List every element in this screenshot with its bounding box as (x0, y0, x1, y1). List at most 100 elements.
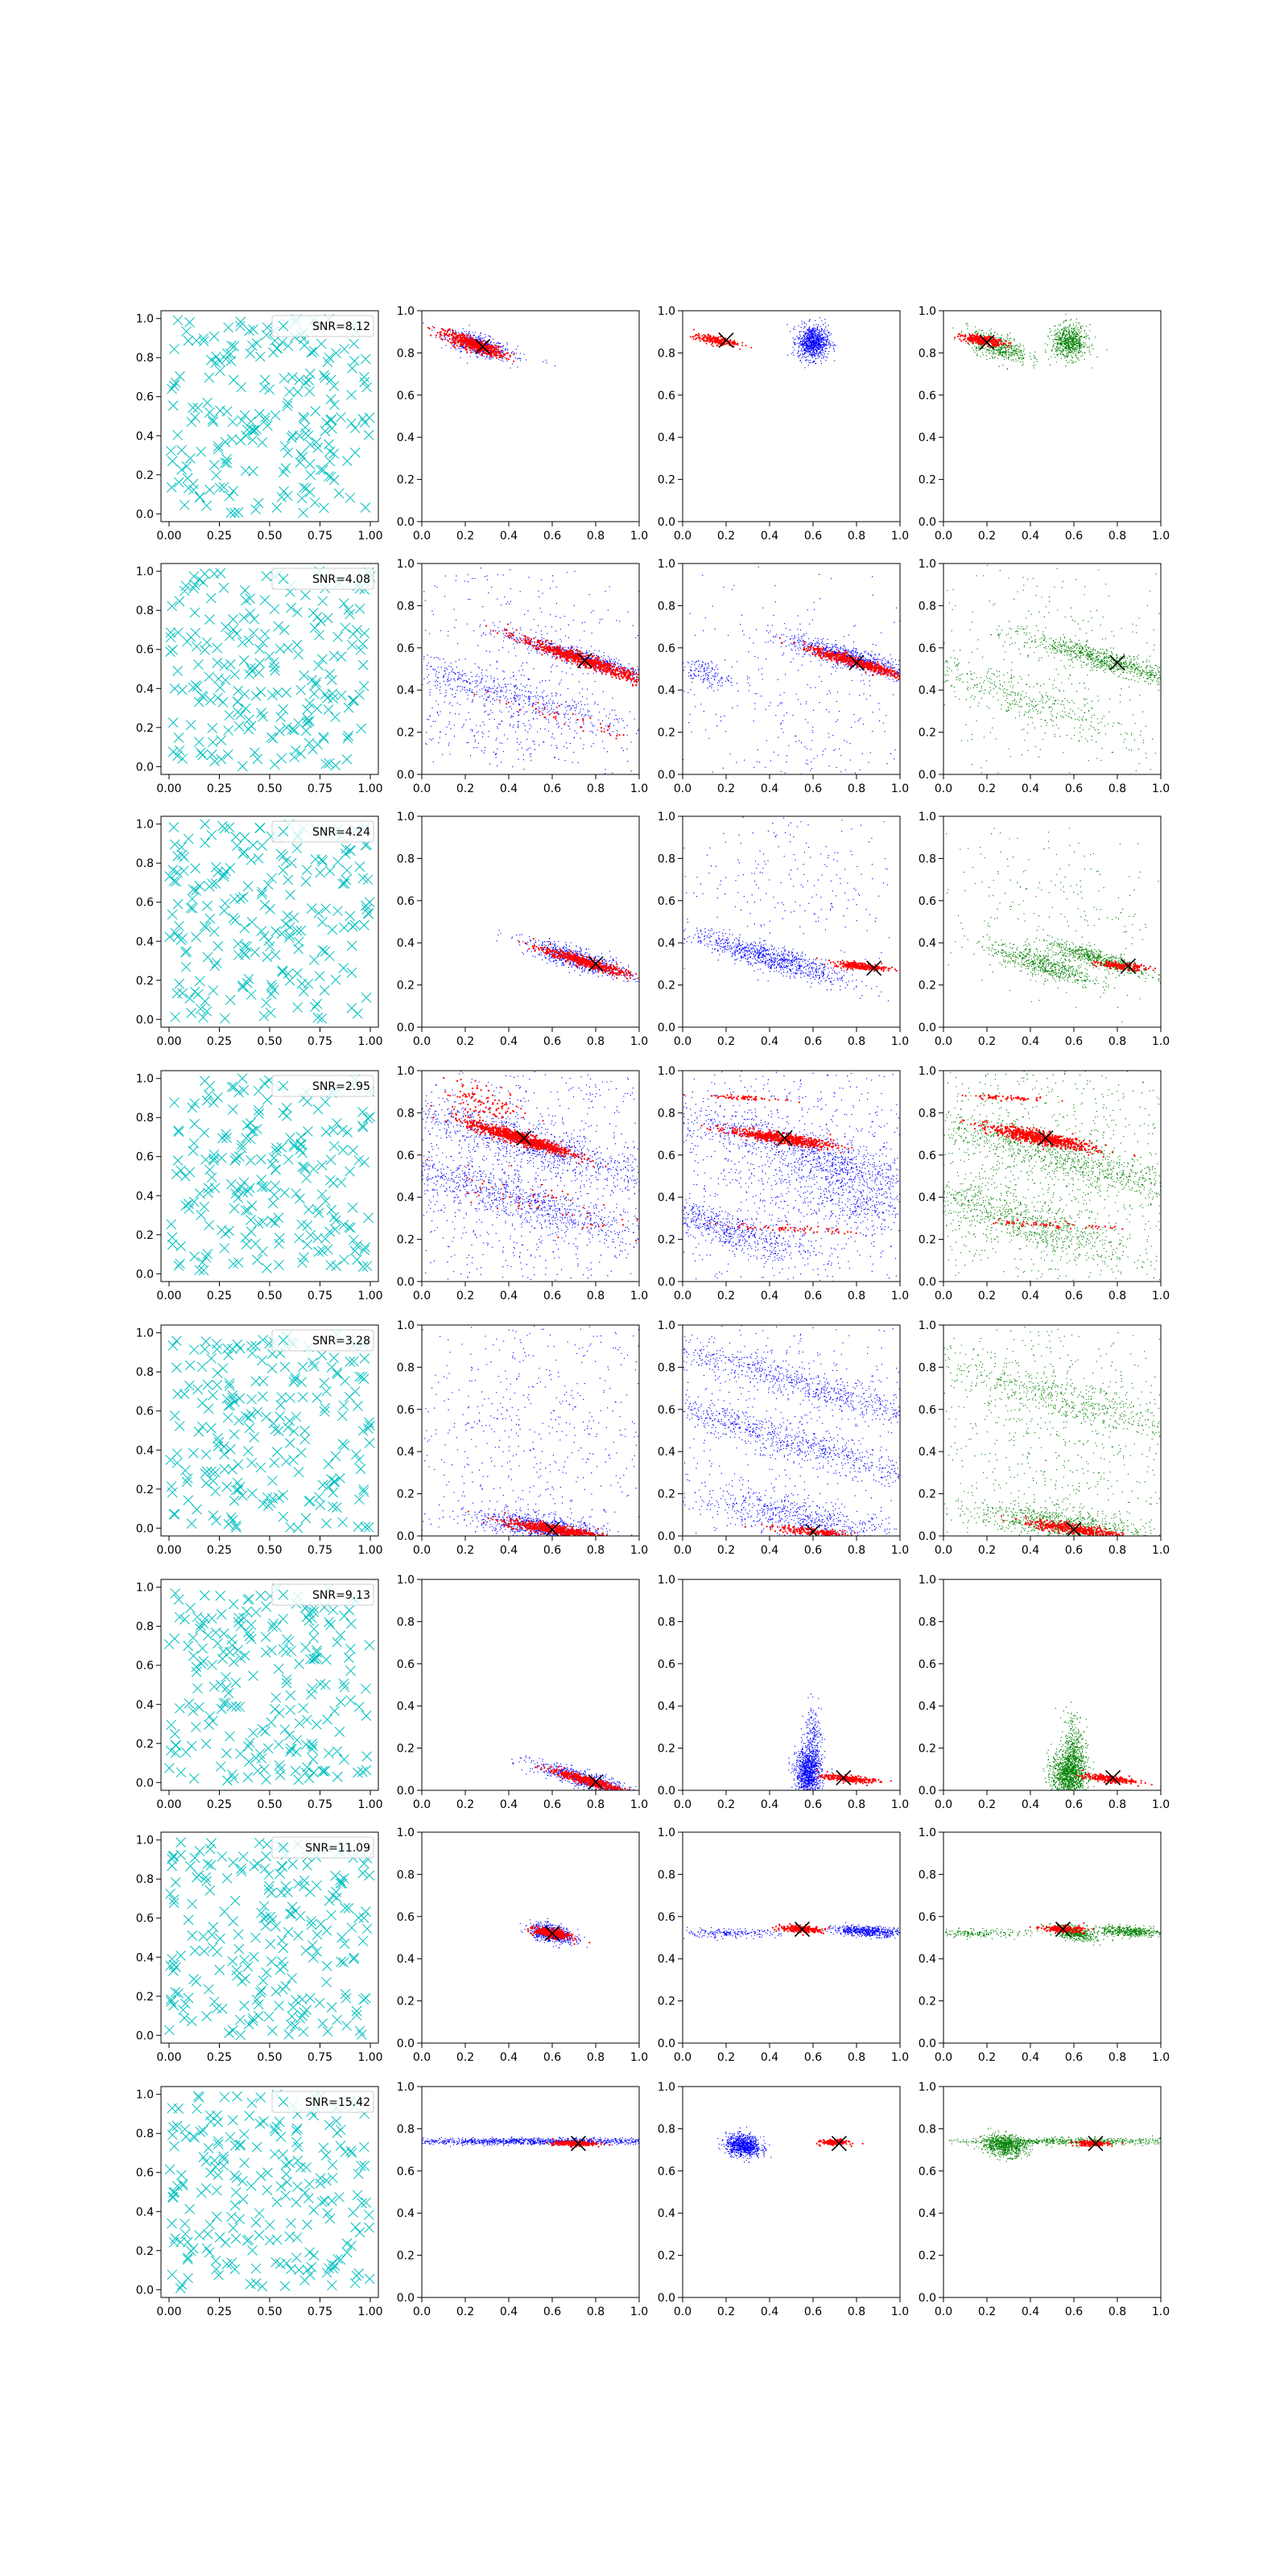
y-tick-label: 0.4 (397, 1700, 415, 1713)
x-tick-label: 0.2 (456, 1544, 474, 1557)
centroid-x-marker (979, 334, 995, 350)
random-x-markers (165, 566, 376, 772)
plot-area (683, 1071, 900, 1282)
x-tick-label: 0.2 (456, 2306, 474, 2318)
x-tick-label: 0.8 (1108, 1290, 1126, 1302)
x-tick-label: 0.8 (1108, 2306, 1126, 2318)
plot-area (422, 1325, 639, 1536)
random-x-markers (165, 314, 375, 518)
y-tick-label: 0.0 (136, 761, 154, 774)
y-tick-label: 0.6 (919, 642, 936, 655)
blue-points (683, 1396, 900, 1488)
x-tick-label: 1.0 (1152, 2051, 1170, 2064)
legend-label: SNR=3.28 (312, 1335, 370, 1348)
x-tick-label: 0.2 (717, 1035, 735, 1048)
y-tick-label: 0.6 (397, 895, 415, 908)
legend: SNR=3.28 (271, 1329, 374, 1352)
y-tick-label: 1.0 (658, 1574, 675, 1587)
centroid-x-marker (544, 1926, 560, 1942)
axes-frame (943, 1579, 1162, 1791)
x-tick-label: 0.0 (935, 2051, 952, 2064)
axes-frame (421, 815, 640, 1028)
y-tick-label: 0.6 (136, 1151, 154, 1164)
panel-row-1-col-2: 0.0 0.2 0.4 0.6 0.8 1.0 0.0 0.2 0.4 0.6 0.8 1.0 (397, 305, 648, 543)
blue-points (683, 1325, 900, 1536)
axes-frame (943, 1324, 1162, 1537)
legend-box (271, 2091, 374, 2113)
y-tick-label: 0.2 (136, 2245, 154, 2258)
axes-frame (682, 1831, 901, 2044)
centroid-x-marker (866, 960, 882, 976)
y-tick-label: 0.8 (658, 852, 675, 865)
x-tick-label: 0.50 (257, 1035, 282, 1048)
x-tick-label: 0.00 (156, 1544, 181, 1557)
y-tick-label: 1.0 (397, 1574, 415, 1587)
plot-area (422, 568, 639, 774)
centroid-x-marker (805, 1524, 821, 1536)
y-tick-label: 1.0 (919, 1065, 936, 1078)
x-tick-label: 0.8 (1108, 1035, 1126, 1048)
x-tick-label: 0.4 (761, 530, 778, 543)
x-tick-label: 0.0 (413, 1035, 431, 1048)
x-tick-label: 1.0 (891, 1035, 909, 1048)
y-tick-label: 0.8 (658, 347, 675, 360)
y-tick-label: 0.4 (919, 937, 936, 950)
x-tick-label: 0.0 (674, 1798, 691, 1811)
y-tick-label: 0.8 (397, 852, 415, 865)
x-tick-label: 1.0 (630, 530, 648, 543)
legend-marker (278, 320, 289, 332)
blue-points (422, 2136, 639, 2148)
green-points (943, 1326, 1161, 1536)
y-tick-label: 0.8 (136, 352, 154, 365)
x-tick-label: 0.2 (717, 530, 735, 543)
plot-area (943, 564, 1161, 774)
axes-frame (682, 310, 901, 522)
panel-row-1-col-3: 0.0 0.2 0.4 0.6 0.8 1.0 0.0 0.2 0.4 0.6 0.8 1.0 (658, 305, 909, 543)
x-tick-label: 0.6 (804, 1290, 822, 1302)
x-tick-label: 0.50 (257, 2051, 282, 2064)
green-points (952, 323, 1038, 370)
y-tick-label: 0.8 (658, 1868, 675, 1881)
red-points (430, 1104, 607, 1168)
red-points (427, 326, 515, 362)
x-tick-label: 0.50 (257, 782, 282, 795)
blue-points (683, 1095, 900, 1204)
x-tick-label: 0.4 (500, 2306, 518, 2318)
plot-area (165, 314, 375, 518)
x-tick-label: 1.00 (357, 1798, 382, 1811)
plot-area (422, 2136, 639, 2152)
x-tick-label: 0.2 (717, 782, 735, 795)
x-tick-label: 0.2 (978, 782, 996, 795)
red-points (683, 1093, 801, 1104)
panel-random-row-6: 0.00 0.25 0.50 0.75 1.00 0.0 0.2 0.4 0.6 0.8 1.0 SN… (136, 1579, 383, 1811)
green-points (943, 644, 1156, 759)
plot-area (683, 1921, 900, 1942)
x-tick-label: 1.00 (357, 1544, 382, 1557)
y-tick-label: 0.0 (136, 1268, 154, 1281)
plot-area (683, 566, 900, 774)
panel-random-row-1: 0.00 0.25 0.50 0.75 1.00 0.0 0.2 0.4 0.6 0.8 1.0 SN… (136, 310, 383, 543)
plot-area (422, 1071, 639, 1281)
red-points (535, 1765, 631, 1790)
x-tick-label: 0.2 (456, 530, 474, 543)
axes-frame (421, 310, 640, 522)
y-tick-label: 0.6 (919, 2165, 936, 2178)
y-tick-label: 0.2 (919, 1743, 936, 1756)
plot-area (511, 1755, 637, 1790)
red-points (473, 691, 625, 740)
red-points (778, 637, 900, 681)
x-tick-label: 0.0 (413, 2051, 431, 2064)
y-tick-label: 0.0 (397, 2037, 415, 2050)
blue-points (423, 568, 639, 774)
axes-frame (943, 563, 1162, 775)
y-tick-label: 1.0 (658, 305, 675, 318)
x-tick-label: 0.25 (207, 1798, 232, 1811)
y-tick-label: 0.4 (919, 1446, 936, 1459)
x-tick-label: 0.4 (761, 1798, 778, 1811)
x-tick-label: 0.4 (500, 1798, 518, 1811)
x-tick-label: 0.2 (456, 1290, 474, 1302)
y-tick-label: 1.0 (919, 811, 936, 824)
y-tick-label: 1.0 (397, 811, 415, 824)
x-tick-label: 0.8 (587, 1035, 605, 1048)
y-tick-label: 0.2 (397, 980, 415, 993)
